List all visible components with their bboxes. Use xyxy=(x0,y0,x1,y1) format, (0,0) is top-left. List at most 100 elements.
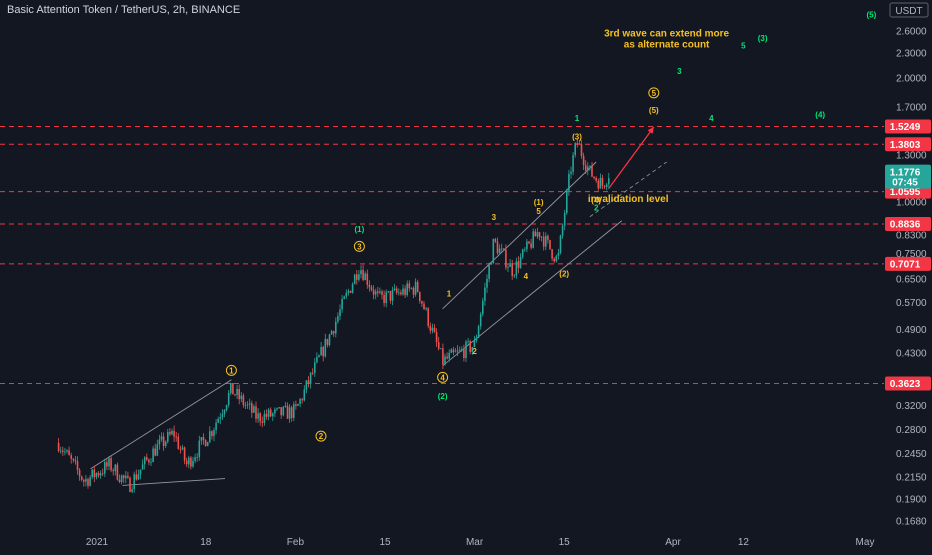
annotation-text: invalidation level xyxy=(588,194,669,205)
projection-arrowhead xyxy=(647,127,654,134)
candle-body xyxy=(141,464,144,470)
candle-body xyxy=(290,407,293,418)
candle-body xyxy=(160,436,163,440)
candle-body xyxy=(341,298,343,310)
candle-body xyxy=(574,143,576,156)
candle-body xyxy=(305,380,308,390)
wave-circle xyxy=(437,371,449,383)
candle-body xyxy=(177,436,180,449)
candle-body xyxy=(74,459,77,462)
wave-label: (2) xyxy=(438,392,448,401)
candle-body xyxy=(542,236,545,247)
candle-body xyxy=(545,235,547,247)
candle-body xyxy=(227,392,230,405)
wave-label: (1) xyxy=(355,225,365,234)
y-tick-label: 2.6000 xyxy=(896,27,927,38)
candle-body xyxy=(122,475,125,479)
candle-body xyxy=(356,274,358,280)
candle-body xyxy=(385,291,387,304)
candle-body xyxy=(303,389,306,401)
candle-body xyxy=(70,455,72,459)
candle-body xyxy=(251,403,253,413)
x-tick-label: 15 xyxy=(559,537,571,548)
candle-body xyxy=(469,341,471,352)
candle-body xyxy=(148,459,150,463)
candle-body xyxy=(242,395,245,406)
candle-body xyxy=(198,440,201,458)
candle-body xyxy=(601,177,604,186)
candle-body xyxy=(526,241,528,250)
candle-body xyxy=(282,406,285,416)
candle-body xyxy=(146,457,148,460)
candle-body xyxy=(519,257,522,268)
wave-label: 5 xyxy=(741,41,746,50)
candle-body xyxy=(374,291,377,295)
candle-body xyxy=(400,292,402,295)
candle-body xyxy=(112,470,114,472)
wave-label: 1 xyxy=(575,114,580,123)
projection-arrow xyxy=(608,126,655,189)
wave-label: 2 xyxy=(472,347,477,356)
candle-body xyxy=(528,241,530,244)
candle-body xyxy=(244,404,247,406)
wave-circle xyxy=(315,430,327,442)
wave-label: (1) xyxy=(534,198,544,207)
candle-body xyxy=(167,431,169,442)
candle-body xyxy=(101,473,104,475)
annotation-text: 3rd wave can extend more xyxy=(604,29,729,40)
candle-body xyxy=(143,457,146,465)
candle-body xyxy=(593,176,595,178)
candle-body xyxy=(87,479,89,486)
price-level-label: 0.7071 xyxy=(890,259,921,270)
y-tick-label: 0.2450 xyxy=(896,449,927,460)
candle-body xyxy=(259,413,261,422)
candle-body xyxy=(59,450,62,452)
candle-body xyxy=(80,476,83,481)
candle-body xyxy=(414,281,417,295)
candle-body xyxy=(551,249,553,259)
candle-body xyxy=(372,289,375,295)
candle-body xyxy=(482,300,484,315)
candle-body xyxy=(295,404,297,406)
currency-label: USDT xyxy=(895,6,922,17)
candle-body xyxy=(395,288,398,293)
candle-body xyxy=(127,475,129,478)
candle-body xyxy=(490,262,492,265)
candle-body xyxy=(335,321,337,334)
candle-body xyxy=(555,255,558,262)
x-tick-label: 18 xyxy=(200,537,212,548)
trendline xyxy=(122,478,226,486)
candle-body xyxy=(599,177,602,189)
candle-body xyxy=(444,356,446,365)
candle-body xyxy=(318,355,320,357)
candle-body xyxy=(391,290,394,301)
candle-body xyxy=(349,290,352,293)
candle-body xyxy=(389,291,392,301)
candle-body xyxy=(347,290,350,293)
candle-body xyxy=(131,489,133,492)
candle-body xyxy=(398,292,400,294)
price-level-badge xyxy=(885,376,931,391)
candle-body xyxy=(530,243,532,248)
candle-body xyxy=(133,474,135,490)
x-tick-label: 15 xyxy=(379,537,391,548)
candle-body xyxy=(452,349,455,353)
price-axis-background xyxy=(884,0,932,550)
candle-body xyxy=(278,407,280,409)
candle-body xyxy=(553,258,555,262)
price-level-badge xyxy=(885,119,931,134)
candle-body xyxy=(492,239,495,263)
candle-body xyxy=(437,342,440,349)
wave-circle xyxy=(648,87,660,99)
candle-body xyxy=(358,274,360,280)
candle-body xyxy=(110,458,112,471)
candle-body xyxy=(219,417,222,419)
candle-body xyxy=(509,263,511,267)
candle-body xyxy=(427,308,429,326)
y-tick-label: 0.5700 xyxy=(896,298,927,309)
candle-body xyxy=(503,248,505,250)
candle-body xyxy=(93,469,96,478)
candle-body xyxy=(272,413,274,417)
